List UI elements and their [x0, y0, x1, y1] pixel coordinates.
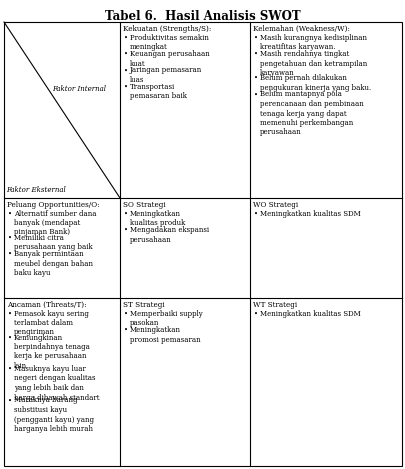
Text: Kekuatan (Strengths/S):: Kekuatan (Strengths/S):: [123, 25, 211, 33]
Text: •: •: [254, 210, 257, 218]
Text: •: •: [124, 33, 128, 41]
Text: Meningkatkan kualitas SDM: Meningkatkan kualitas SDM: [259, 210, 360, 218]
Text: Produktivitas semakin
meningkat: Produktivitas semakin meningkat: [130, 33, 208, 51]
Text: •: •: [8, 396, 12, 404]
Text: •: •: [124, 310, 128, 318]
Text: ST Strategi: ST Strategi: [123, 301, 164, 309]
Text: Alternatif sumber dana
banyak (mendapat
pinjaman Bank): Alternatif sumber dana banyak (mendapat …: [14, 210, 96, 236]
Text: Belum mantapnya pola
perencanaan dan pembinaan
tenaga kerja yang dapat
memenuhi : Belum mantapnya pola perencanaan dan pem…: [259, 91, 363, 136]
Text: SO Strategi: SO Strategi: [123, 201, 165, 209]
Text: Peluang Opportunities/O:: Peluang Opportunities/O:: [7, 201, 99, 209]
Text: Masih kurangnya kedisiplinan
kreatifitas karyawan.: Masih kurangnya kedisiplinan kreatifitas…: [259, 33, 366, 51]
Text: •: •: [124, 226, 128, 234]
Text: WT Strategi: WT Strategi: [252, 301, 296, 309]
Text: Masih rendahnya tingkat
pengetahuan dan ketrampilan
karyawan: Masih rendahnya tingkat pengetahuan dan …: [259, 50, 367, 77]
Text: Tabel 6.  Hasil Analisis SWOT: Tabel 6. Hasil Analisis SWOT: [105, 10, 300, 23]
Text: •: •: [124, 83, 128, 91]
Text: Maraknya barang
substitusi kayu
(pengganti kayu) yang
harganya lebih murah: Maraknya barang substitusi kayu (penggan…: [14, 396, 94, 433]
Text: •: •: [124, 210, 128, 218]
Text: Mengadakan ekspansi
perusahaan: Mengadakan ekspansi perusahaan: [130, 226, 209, 243]
Text: Jaringan pemasaran
luas: Jaringan pemasaran luas: [130, 67, 202, 84]
Text: Kelemahan (Weakness/W):: Kelemahan (Weakness/W):: [252, 25, 349, 33]
Text: Memiliki citra
perusahaan yang baik: Memiliki citra perusahaan yang baik: [14, 234, 92, 251]
Text: •: •: [254, 33, 257, 41]
Text: Kemungkinan
berpindahnya tenaga
kerja ke perusahaan
lain: Kemungkinan berpindahnya tenaga kerja ke…: [14, 333, 90, 370]
Text: •: •: [254, 310, 257, 318]
Text: Meningkatkan
promosi pemasaran: Meningkatkan promosi pemasaran: [130, 326, 200, 343]
Text: WO Strategi: WO Strategi: [252, 201, 297, 209]
Text: Meningkatkan kualitas SDM: Meningkatkan kualitas SDM: [259, 310, 360, 318]
Text: Memperbaiki supply
pasokan: Memperbaiki supply pasokan: [130, 310, 202, 327]
Text: •: •: [8, 365, 12, 373]
Text: Faktor Internal: Faktor Internal: [52, 85, 106, 93]
Text: Masuknya kayu luar
negeri dengan kualitas
yang lebih baik dan
harga dibawah stan: Masuknya kayu luar negeri dengan kualita…: [14, 365, 99, 401]
Text: •: •: [8, 250, 12, 258]
Text: Pemasok kayu sering
terlambat dalam
pengiriman: Pemasok kayu sering terlambat dalam peng…: [14, 310, 89, 336]
Text: •: •: [8, 234, 12, 242]
Text: Meningkatkan
kualitas produk: Meningkatkan kualitas produk: [130, 210, 185, 227]
Text: •: •: [8, 310, 12, 318]
Text: •: •: [124, 67, 128, 75]
Text: Transportasi
pemasaran baik: Transportasi pemasaran baik: [130, 83, 186, 100]
Text: •: •: [124, 50, 128, 58]
Text: •: •: [124, 326, 128, 334]
Text: •: •: [8, 333, 12, 341]
Text: •: •: [254, 50, 257, 58]
Text: •: •: [254, 74, 257, 82]
Text: Keuangan perusahaan
kuat: Keuangan perusahaan kuat: [130, 50, 209, 68]
Text: Faktor Eksternal: Faktor Eksternal: [6, 186, 66, 194]
Text: Banyak permintaan
meubel dengan bahan
baku kayu: Banyak permintaan meubel dengan bahan ba…: [14, 250, 93, 277]
Text: •: •: [254, 91, 257, 98]
Text: Ancaman (Threats/T):: Ancaman (Threats/T):: [7, 301, 86, 309]
Text: Belum pernah dilakukan
pengukuran kinerja yang baku.: Belum pernah dilakukan pengukuran kinerj…: [259, 74, 370, 91]
Text: •: •: [8, 210, 12, 218]
